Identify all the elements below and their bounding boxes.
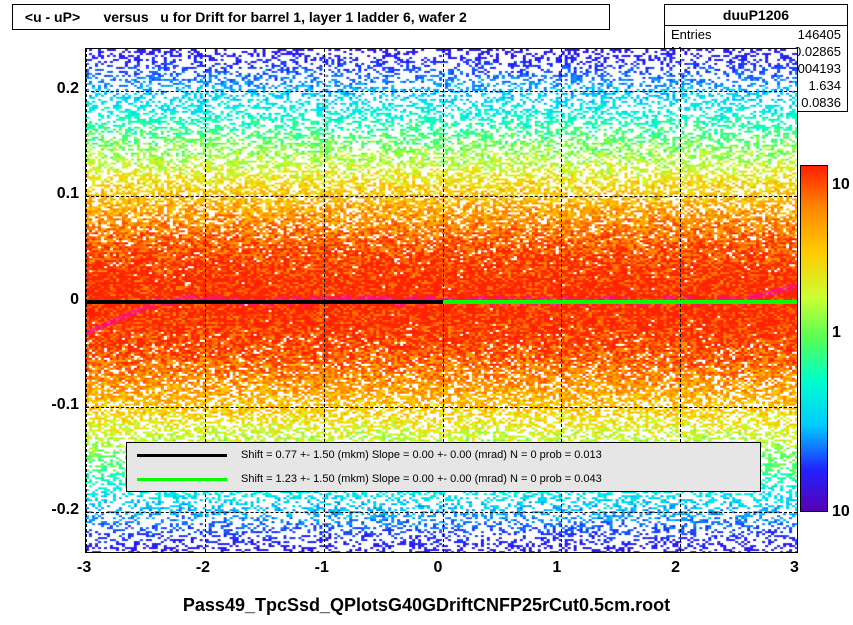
- legend-text-2: Shift = 1.23 +- 1.50 (mkm) Slope = 0.00 …: [241, 473, 602, 485]
- legend-row-2: Shift = 1.23 +- 1.50 (mkm) Slope = 0.00 …: [127, 467, 760, 491]
- stats-name: duuP1206: [665, 5, 847, 26]
- ytick-label: -0.2: [51, 501, 79, 519]
- stats-val-rmsx: 1.634: [808, 78, 841, 93]
- ytick-label: 0: [70, 291, 79, 309]
- stats-label-entries: Entries: [671, 27, 711, 42]
- stats-entries: Entries 146405: [665, 26, 847, 43]
- xtick-label: 2: [671, 559, 680, 577]
- xtick-label: 3: [790, 559, 799, 577]
- ytick-label: 0.2: [57, 80, 79, 98]
- xtick-label: 1: [552, 559, 561, 577]
- legend-swatch-green: [137, 478, 227, 481]
- colorbar-label: 10: [832, 176, 850, 194]
- legend-text-1: Shift = 0.77 +- 1.50 (mkm) Slope = 0.00 …: [241, 449, 602, 461]
- colorbar-label: 1: [832, 324, 841, 342]
- xtick-label: -1: [315, 559, 329, 577]
- colorbar: [800, 165, 828, 512]
- ytick-label: 0.1: [57, 185, 79, 203]
- xtick-label: -2: [196, 559, 210, 577]
- xtick-label: 0: [434, 559, 443, 577]
- file-label: Pass49_TpcSsd_QPlotsG40GDriftCNFP25rCut0…: [0, 595, 853, 616]
- stats-val-entries: 146405: [798, 27, 841, 42]
- colorbar-label: 10: [832, 503, 850, 521]
- legend-box: Shift = 0.77 +- 1.50 (mkm) Slope = 0.00 …: [126, 442, 761, 492]
- legend-swatch-black: [137, 454, 227, 457]
- plot-area: Shift = 0.77 +- 1.50 (mkm) Slope = 0.00 …: [85, 48, 798, 553]
- legend-row-1: Shift = 0.77 +- 1.50 (mkm) Slope = 0.00 …: [127, 443, 760, 467]
- xtick-label: -3: [77, 559, 91, 577]
- stats-val-rmsy: 0.0836: [801, 95, 841, 110]
- chart-title: <u - uP> versus u for Drift for barrel 1…: [12, 4, 610, 30]
- ytick-label: -0.1: [51, 396, 79, 414]
